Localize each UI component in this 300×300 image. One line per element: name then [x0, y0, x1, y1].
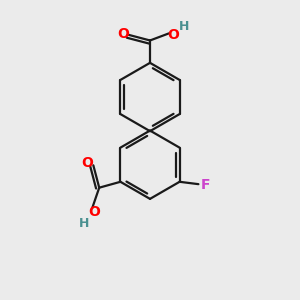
- Text: O: O: [88, 206, 100, 219]
- Text: O: O: [118, 27, 129, 41]
- Text: H: H: [79, 217, 90, 230]
- Text: O: O: [82, 156, 93, 170]
- Text: O: O: [167, 28, 179, 42]
- Text: F: F: [201, 178, 210, 192]
- Text: H: H: [178, 20, 189, 33]
